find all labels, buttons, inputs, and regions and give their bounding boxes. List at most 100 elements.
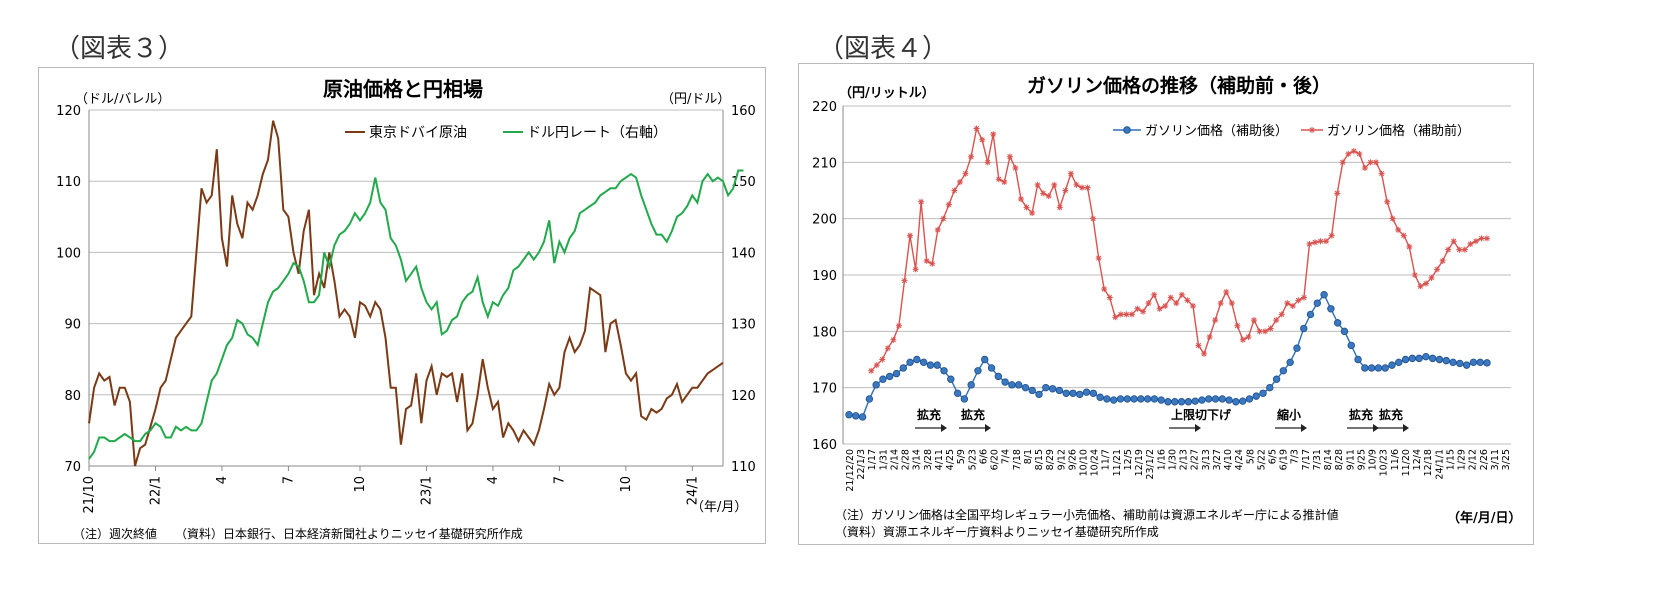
data-point-before-subsidy — [1067, 170, 1074, 177]
y2-tick-label: 140 — [731, 246, 756, 261]
data-point-after-subsidy — [1252, 392, 1260, 400]
data-point-after-subsidy — [872, 381, 880, 389]
data-point-before-subsidy — [1445, 246, 1452, 253]
data-point-after-subsidy — [1381, 364, 1389, 372]
x-tick-label: 1/17 — [867, 449, 878, 470]
data-point-after-subsidy — [1442, 356, 1450, 365]
y-tick-label: 200 — [812, 213, 837, 228]
data-point-after-subsidy — [974, 367, 982, 375]
data-point-after-subsidy — [1245, 395, 1254, 403]
x-tick-label: 5/9 — [956, 449, 967, 464]
data-point-before-subsidy — [1006, 153, 1013, 160]
data-point-before-subsidy — [1023, 204, 1030, 211]
data-point-before-subsidy — [1201, 350, 1208, 357]
x-tick-label: 4/10 — [1223, 449, 1234, 470]
data-point-after-subsidy — [926, 361, 935, 369]
x-tick-label: 5/23 — [967, 449, 978, 470]
data-point-before-subsidy — [1478, 235, 1485, 242]
data-point-before-subsidy — [1162, 302, 1169, 309]
x-tick-label: 2/12 — [1468, 449, 1479, 470]
x-tick-label: 8/15 — [1034, 449, 1045, 470]
x-tick-label: 10/10 — [1078, 449, 1089, 476]
data-point-after-subsidy — [1205, 395, 1213, 403]
data-point-before-subsidy — [962, 170, 969, 177]
x-tick-label: 1/31 — [878, 449, 889, 470]
y-tick-label: 180 — [812, 325, 837, 340]
y2-tick-label: 120 — [731, 389, 756, 404]
policy-annotation: 上限切下げ — [1171, 407, 1232, 422]
x-axis-title: （年/月/日） — [1447, 510, 1522, 526]
data-point-after-subsidy — [1313, 299, 1322, 307]
data-point-before-subsidy — [1073, 181, 1080, 188]
data-point-before-subsidy — [1117, 311, 1124, 318]
x-tick-label: 12/19 — [1134, 449, 1145, 476]
annotation-arrowhead — [1403, 424, 1409, 432]
x-tick-label: 4 — [215, 476, 230, 484]
series-line-crude-oil — [88, 120, 724, 467]
y-axis-title-left: （ドル/バレル） — [75, 92, 170, 107]
data-point-before-subsidy — [1250, 317, 1257, 324]
data-point-before-subsidy — [1217, 300, 1224, 307]
data-point-after-subsidy — [892, 369, 901, 378]
data-point-before-subsidy — [1317, 238, 1324, 245]
data-point-after-subsidy — [1143, 395, 1152, 403]
data-point-before-subsidy — [1356, 150, 1363, 157]
data-point-before-subsidy — [1189, 302, 1196, 309]
x-tick-label: 7/17 — [1301, 449, 1312, 470]
data-point-before-subsidy — [1411, 272, 1418, 278]
x-tick-label: 11/6 — [1390, 449, 1401, 470]
note-line: （注）ガソリン価格は全国平均レギュラー小売価格、補助前は資源エネルギー庁による推… — [835, 507, 1339, 522]
data-point-before-subsidy — [1145, 300, 1152, 307]
data-point-after-subsidy — [1096, 393, 1104, 401]
data-point-before-subsidy — [1361, 164, 1368, 171]
data-point-before-subsidy — [1173, 300, 1180, 307]
y-axis-title-right: （円/ドル） — [661, 92, 730, 107]
data-point-after-subsidy — [1232, 398, 1240, 406]
data-point-before-subsidy — [1417, 283, 1424, 290]
data-point-before-subsidy — [1350, 148, 1357, 155]
data-point-after-subsidy — [1293, 344, 1301, 352]
data-point-after-subsidy — [1483, 359, 1491, 367]
x-tick-label: 9/26 — [1067, 449, 1078, 470]
data-point-before-subsidy — [918, 198, 925, 205]
data-point-after-subsidy — [913, 355, 921, 364]
x-tick-label: 9/11 — [1345, 449, 1356, 470]
data-point-after-subsidy — [1191, 397, 1199, 405]
data-point-after-subsidy — [1198, 396, 1206, 404]
data-point-before-subsidy — [1395, 226, 1402, 233]
data-point-before-subsidy — [1345, 150, 1352, 157]
legend-label-before-subsidy: ガソリン価格（補助前） — [1327, 123, 1470, 139]
x-tick-label: 6/5 — [1268, 449, 1279, 464]
data-point-before-subsidy — [1312, 239, 1319, 246]
data-point-before-subsidy — [1234, 322, 1241, 329]
data-point-before-subsidy — [1262, 328, 1269, 335]
x-axis-title: （年/月） — [691, 500, 747, 515]
data-point-before-subsidy — [1228, 300, 1235, 307]
data-point-after-subsidy — [865, 395, 874, 403]
data-point-after-subsidy — [1035, 390, 1043, 399]
data-point-after-subsidy — [1062, 389, 1070, 397]
x-tick-label: 4/24 — [1234, 449, 1245, 470]
data-point-before-subsidy — [868, 367, 875, 374]
data-point-before-subsidy — [1123, 311, 1130, 318]
data-point-before-subsidy — [995, 176, 1002, 183]
data-point-after-subsidy — [1469, 358, 1478, 367]
data-point-before-subsidy — [1450, 238, 1457, 245]
data-point-after-subsidy — [1354, 355, 1362, 364]
data-point-before-subsidy — [1040, 190, 1047, 197]
chart-title: ガソリン価格の推移（補助前・後） — [1027, 74, 1331, 97]
data-point-after-subsidy — [1211, 395, 1220, 403]
data-point-before-subsidy — [1267, 325, 1274, 332]
data-point-before-subsidy — [973, 125, 980, 132]
data-point-after-subsidy — [1415, 354, 1423, 363]
x-tick-label: 2/28 — [901, 449, 912, 470]
data-point-after-subsidy — [1021, 383, 1030, 392]
y2-tick-label: 160 — [731, 104, 756, 119]
data-point-after-subsidy — [1422, 352, 1430, 361]
x-tick-label: 11/20 — [1401, 449, 1412, 476]
data-point-after-subsidy — [919, 358, 928, 367]
x-tick-label: 10/24 — [1090, 449, 1101, 476]
x-tick-label: 10/23 — [1379, 449, 1390, 476]
data-point-before-subsidy — [1156, 305, 1163, 312]
